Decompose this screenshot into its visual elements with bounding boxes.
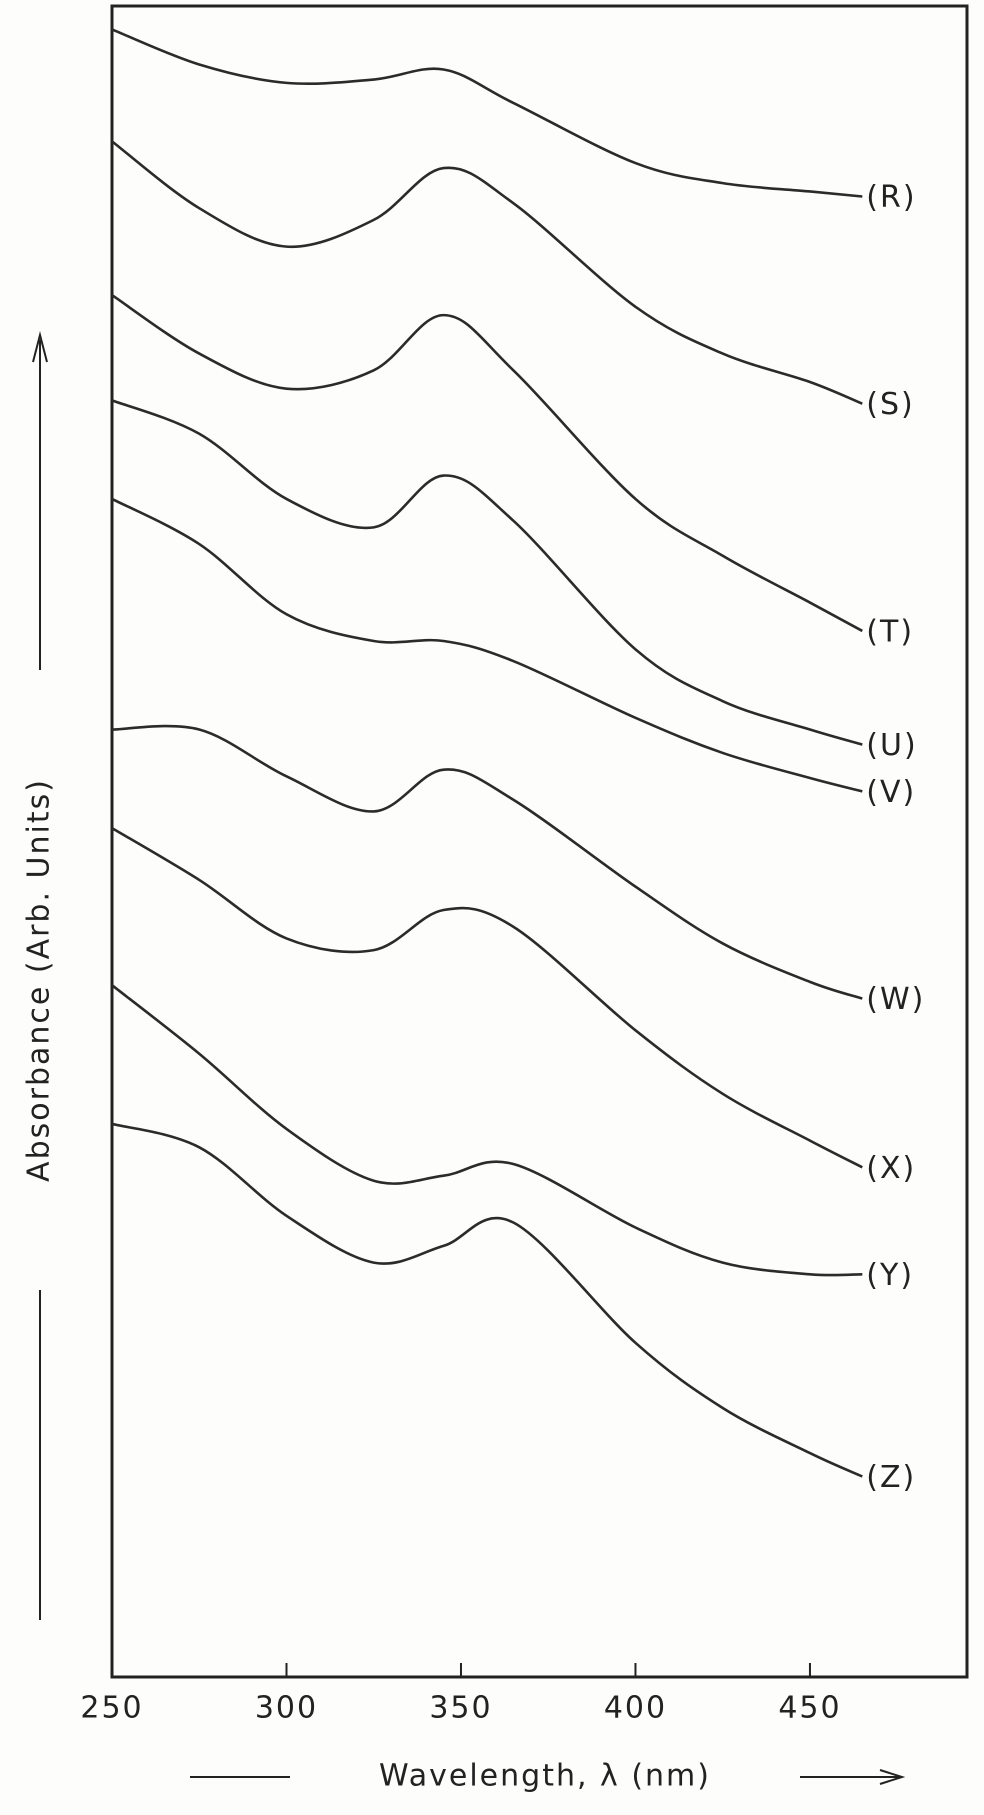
x-tick-label: 250 xyxy=(80,1691,143,1726)
spectrum-line xyxy=(111,1122,863,1478)
spectrum-line xyxy=(111,28,863,198)
x-tick-label: 350 xyxy=(429,1691,492,1726)
plot-frame xyxy=(110,4,969,1679)
series-label: (Z) xyxy=(866,1460,916,1495)
x-tick-label: 400 xyxy=(604,1691,667,1726)
spectrum-line xyxy=(111,984,863,1277)
y-arrow-head xyxy=(32,331,48,363)
series-label: (R) xyxy=(866,180,916,215)
spectrum-line xyxy=(111,497,863,793)
spectrum-line xyxy=(111,140,863,405)
x-tick-label: 450 xyxy=(778,1691,841,1726)
spectrum-line xyxy=(111,724,863,1000)
series-label: (X) xyxy=(866,1151,916,1186)
series-label: (T) xyxy=(866,614,914,649)
spectrum-line xyxy=(111,827,863,1169)
spectrum-line xyxy=(111,399,863,746)
x-axis-label: Wavelength, λ (nm) xyxy=(379,1759,711,1794)
x-tick-label: 300 xyxy=(255,1691,318,1726)
y-axis-label: Absorbance (Arb. Units) xyxy=(22,778,57,1182)
series-label: (W) xyxy=(866,982,925,1017)
series-label: (V) xyxy=(866,775,916,810)
series-label: (U) xyxy=(866,728,917,763)
series-label: (S) xyxy=(866,387,914,422)
series-label: (Y) xyxy=(866,1258,914,1293)
spectrum-line xyxy=(111,294,863,633)
x-arrow-head xyxy=(879,1769,906,1785)
